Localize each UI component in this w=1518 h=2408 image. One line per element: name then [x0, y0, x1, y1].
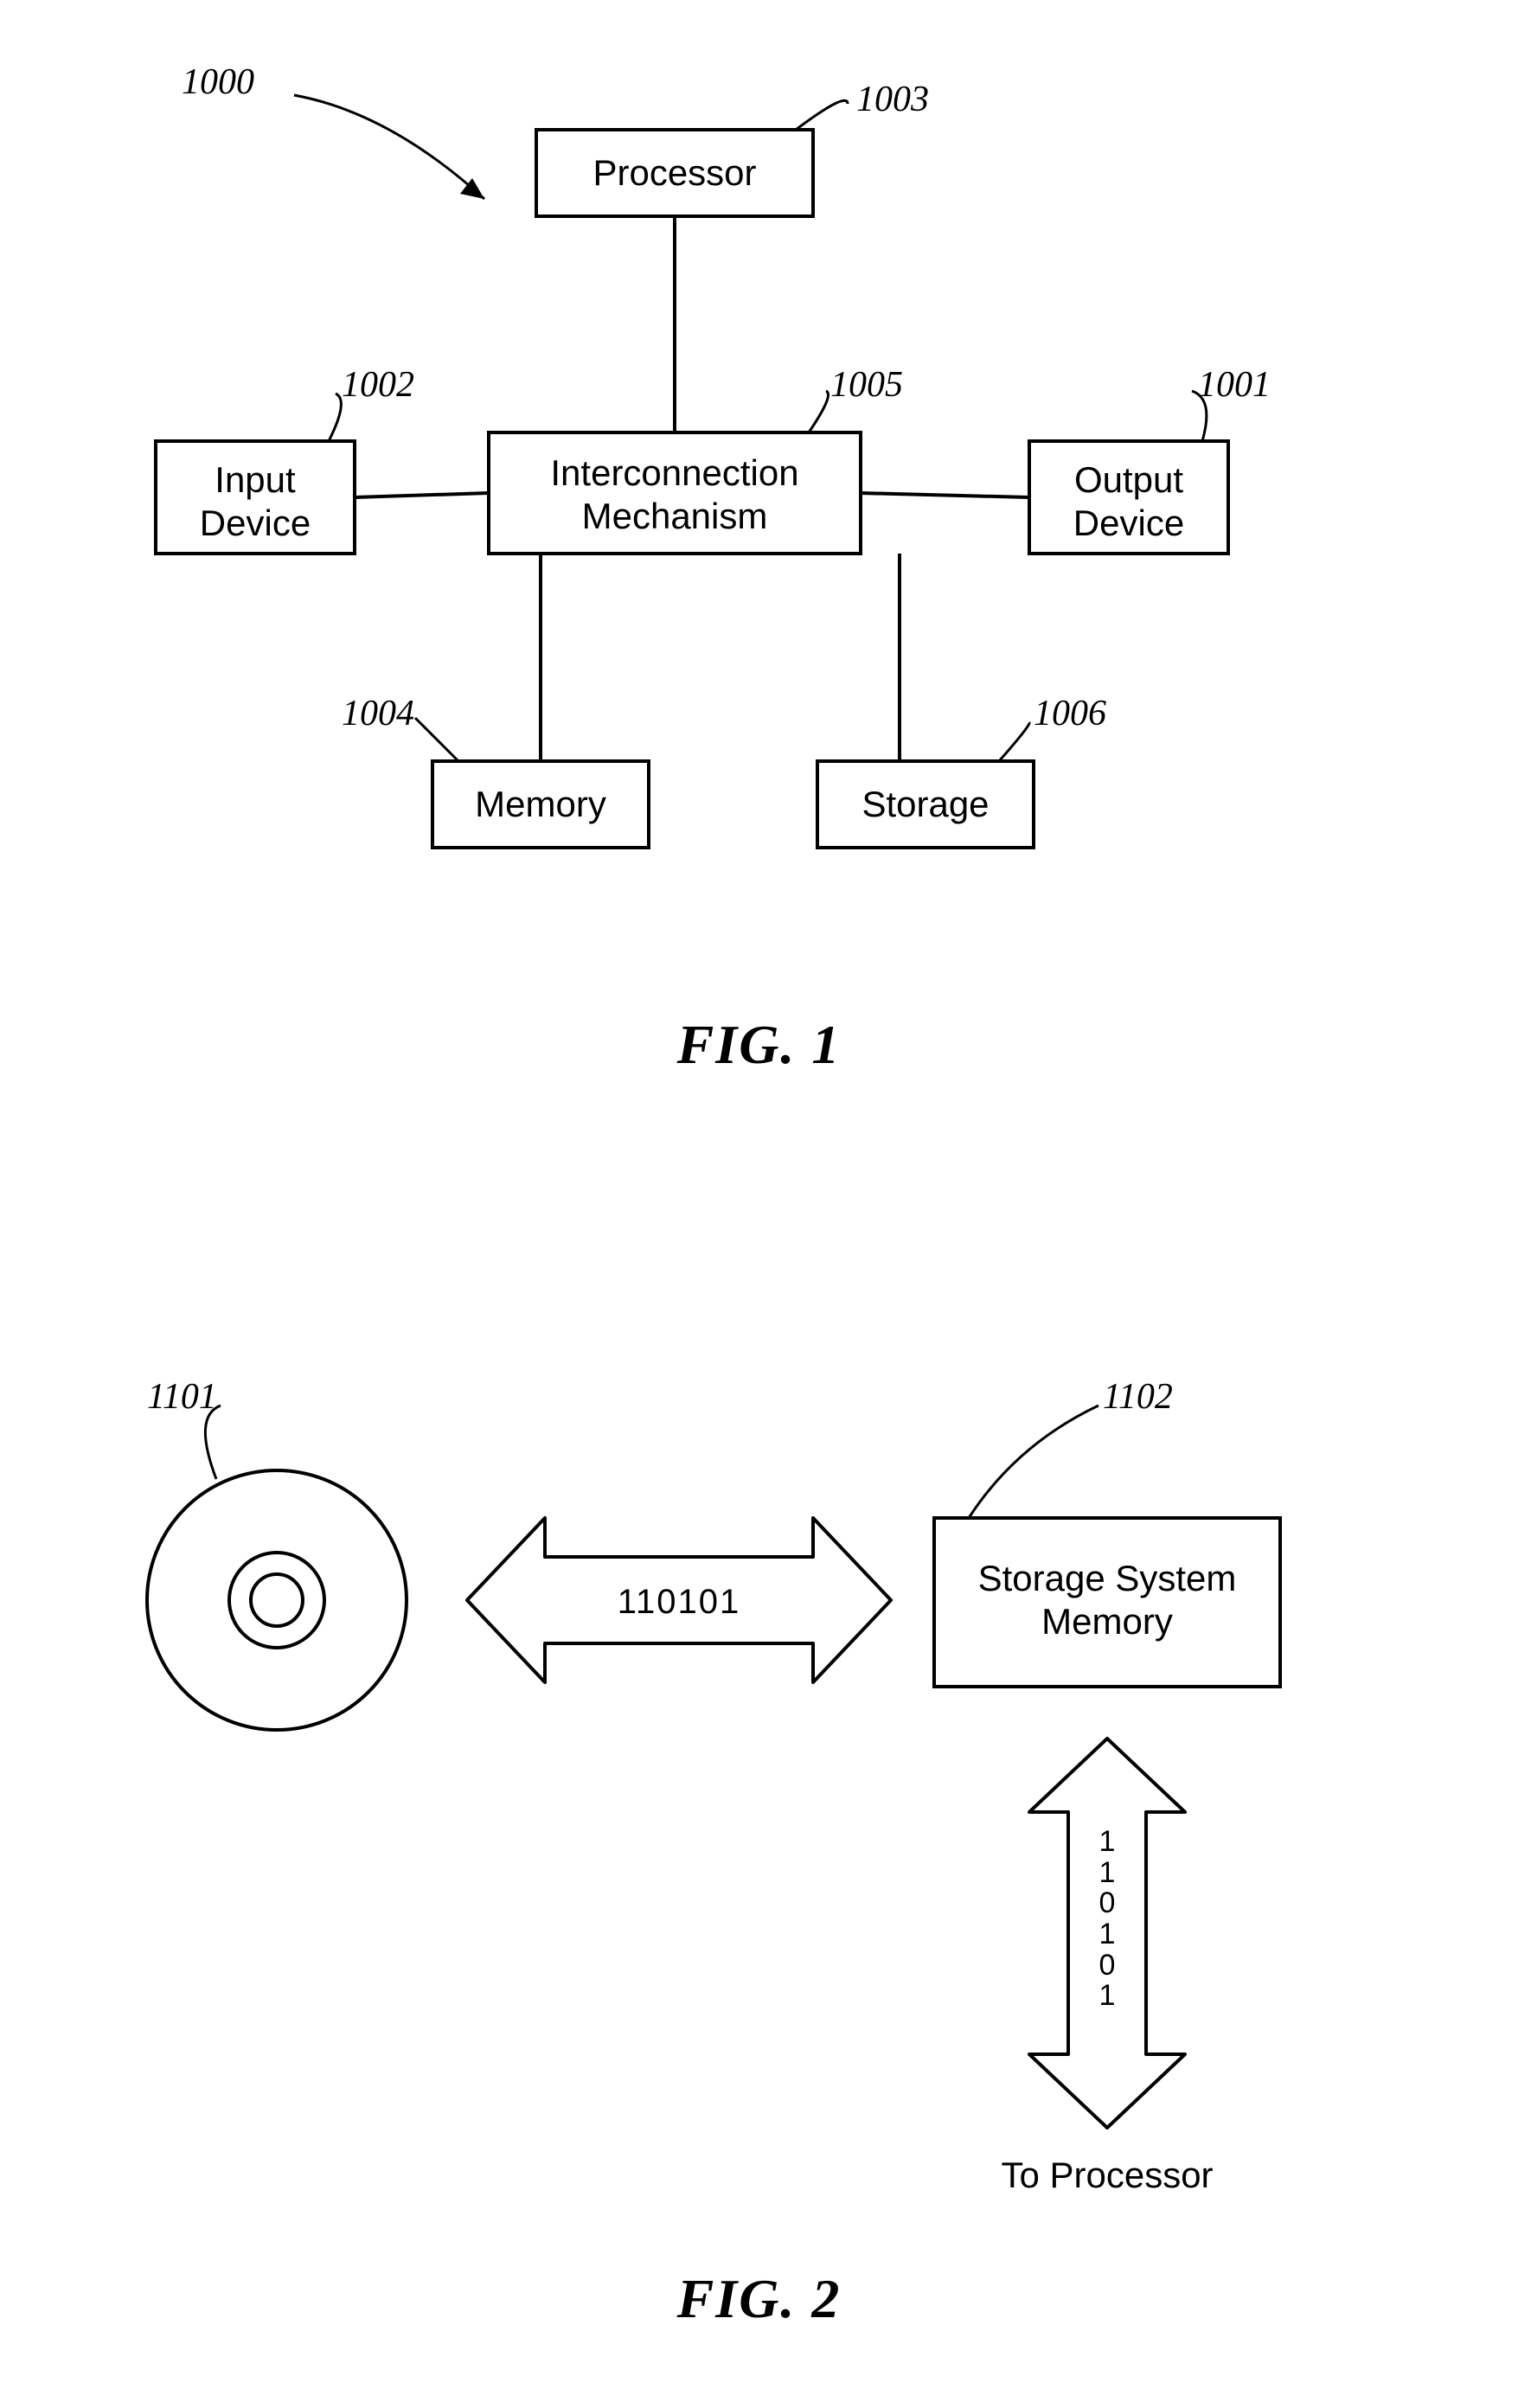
v-binary: 110101	[1090, 1827, 1124, 2012]
h-binary: 110101	[467, 1581, 891, 1623]
ref-1102: 1102	[1103, 1375, 1173, 1419]
output-label: Output Device	[1029, 458, 1228, 546]
ref-1101: 1101	[147, 1375, 217, 1419]
inter-label: Interconnection Mechanism	[489, 452, 861, 539]
processor-label: Processor	[536, 151, 813, 195]
memory-label: Memory	[432, 783, 649, 826]
ref-1004: 1004	[342, 692, 414, 735]
fig2-caption: FIG. 2	[0, 2266, 1518, 2333]
ref-1006: 1006	[1034, 692, 1106, 735]
fig1-caption: FIG. 1	[0, 1012, 1518, 1079]
ref-1000: 1000	[182, 61, 254, 104]
storage-label: Storage	[817, 783, 1034, 826]
ref-1005: 1005	[830, 363, 903, 407]
storage-mem-label: Storage System Memory	[934, 1557, 1280, 1644]
ref-1001: 1001	[1198, 363, 1271, 407]
ref-1003: 1003	[856, 78, 929, 121]
input-label: Input Device	[156, 458, 355, 546]
svg-layer	[0, 0, 1518, 2408]
ref-1002: 1002	[342, 363, 414, 407]
to-processor-label: To Processor	[960, 2154, 1254, 2197]
